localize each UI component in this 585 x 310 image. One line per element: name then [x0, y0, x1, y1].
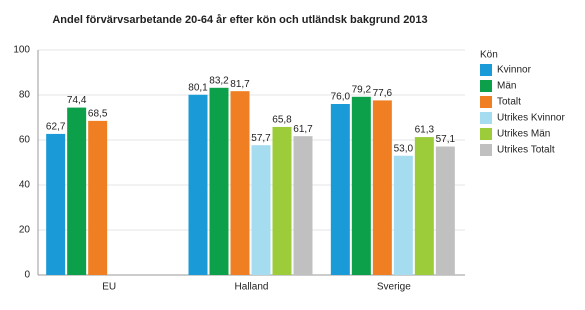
legend-label: Totalt	[497, 97, 521, 108]
x-tick-label: EU	[102, 282, 116, 293]
bar	[67, 107, 87, 275]
value-label: 62,7	[46, 122, 66, 133]
legend-label: Utrikes Män	[497, 129, 550, 140]
y-tick-label: 60	[19, 135, 31, 146]
legend-swatch	[480, 64, 492, 76]
bar	[330, 104, 350, 275]
legend-swatch	[480, 128, 492, 140]
legend-swatch	[480, 96, 492, 108]
bar	[351, 96, 371, 275]
bar	[188, 94, 208, 276]
value-label: 65,8	[272, 115, 292, 126]
y-tick-label: 40	[19, 180, 31, 191]
value-label: 57,7	[251, 133, 271, 144]
bar	[293, 136, 313, 275]
y-tick-label: 20	[19, 225, 31, 236]
legend-label: Utrikes Totalt	[497, 145, 555, 156]
chart-title: Andel förvärvsarbetande 20-64 år efter k…	[52, 14, 427, 26]
value-label: 57,1	[436, 134, 456, 145]
x-tick-label: Halland	[235, 282, 269, 293]
bar	[414, 137, 434, 275]
bar	[88, 120, 108, 275]
y-tick-label: 80	[19, 90, 31, 101]
legend-label: Utrikes Kvinnor	[497, 113, 565, 124]
value-label: 61,3	[415, 125, 435, 136]
value-label: 77,6	[373, 88, 393, 99]
legend-swatch	[480, 80, 492, 92]
value-label: 83,2	[209, 75, 229, 86]
legend-label: Kvinnor	[497, 65, 532, 76]
y-tick-label: 0	[24, 270, 30, 281]
legend-label: Män	[497, 81, 516, 92]
bar	[393, 155, 413, 275]
value-label: 76,0	[331, 92, 351, 103]
x-tick-label: Sverige	[377, 282, 411, 293]
value-label: 81,7	[230, 79, 250, 90]
value-label: 68,5	[88, 109, 108, 120]
value-label: 53,0	[394, 143, 414, 154]
value-label: 80,1	[188, 82, 208, 93]
y-tick-label: 100	[13, 45, 30, 56]
bar	[272, 126, 292, 275]
bar	[230, 91, 250, 275]
bar	[435, 146, 455, 275]
bar	[251, 145, 271, 275]
bar	[46, 133, 66, 275]
bar	[209, 87, 229, 275]
value-label: 74,4	[67, 95, 87, 106]
legend-swatch	[480, 112, 492, 124]
legend-title: Kön	[480, 50, 498, 61]
value-label: 61,7	[293, 124, 313, 135]
value-label: 79,2	[352, 84, 372, 95]
legend-swatch	[480, 144, 492, 156]
bar	[372, 100, 392, 276]
